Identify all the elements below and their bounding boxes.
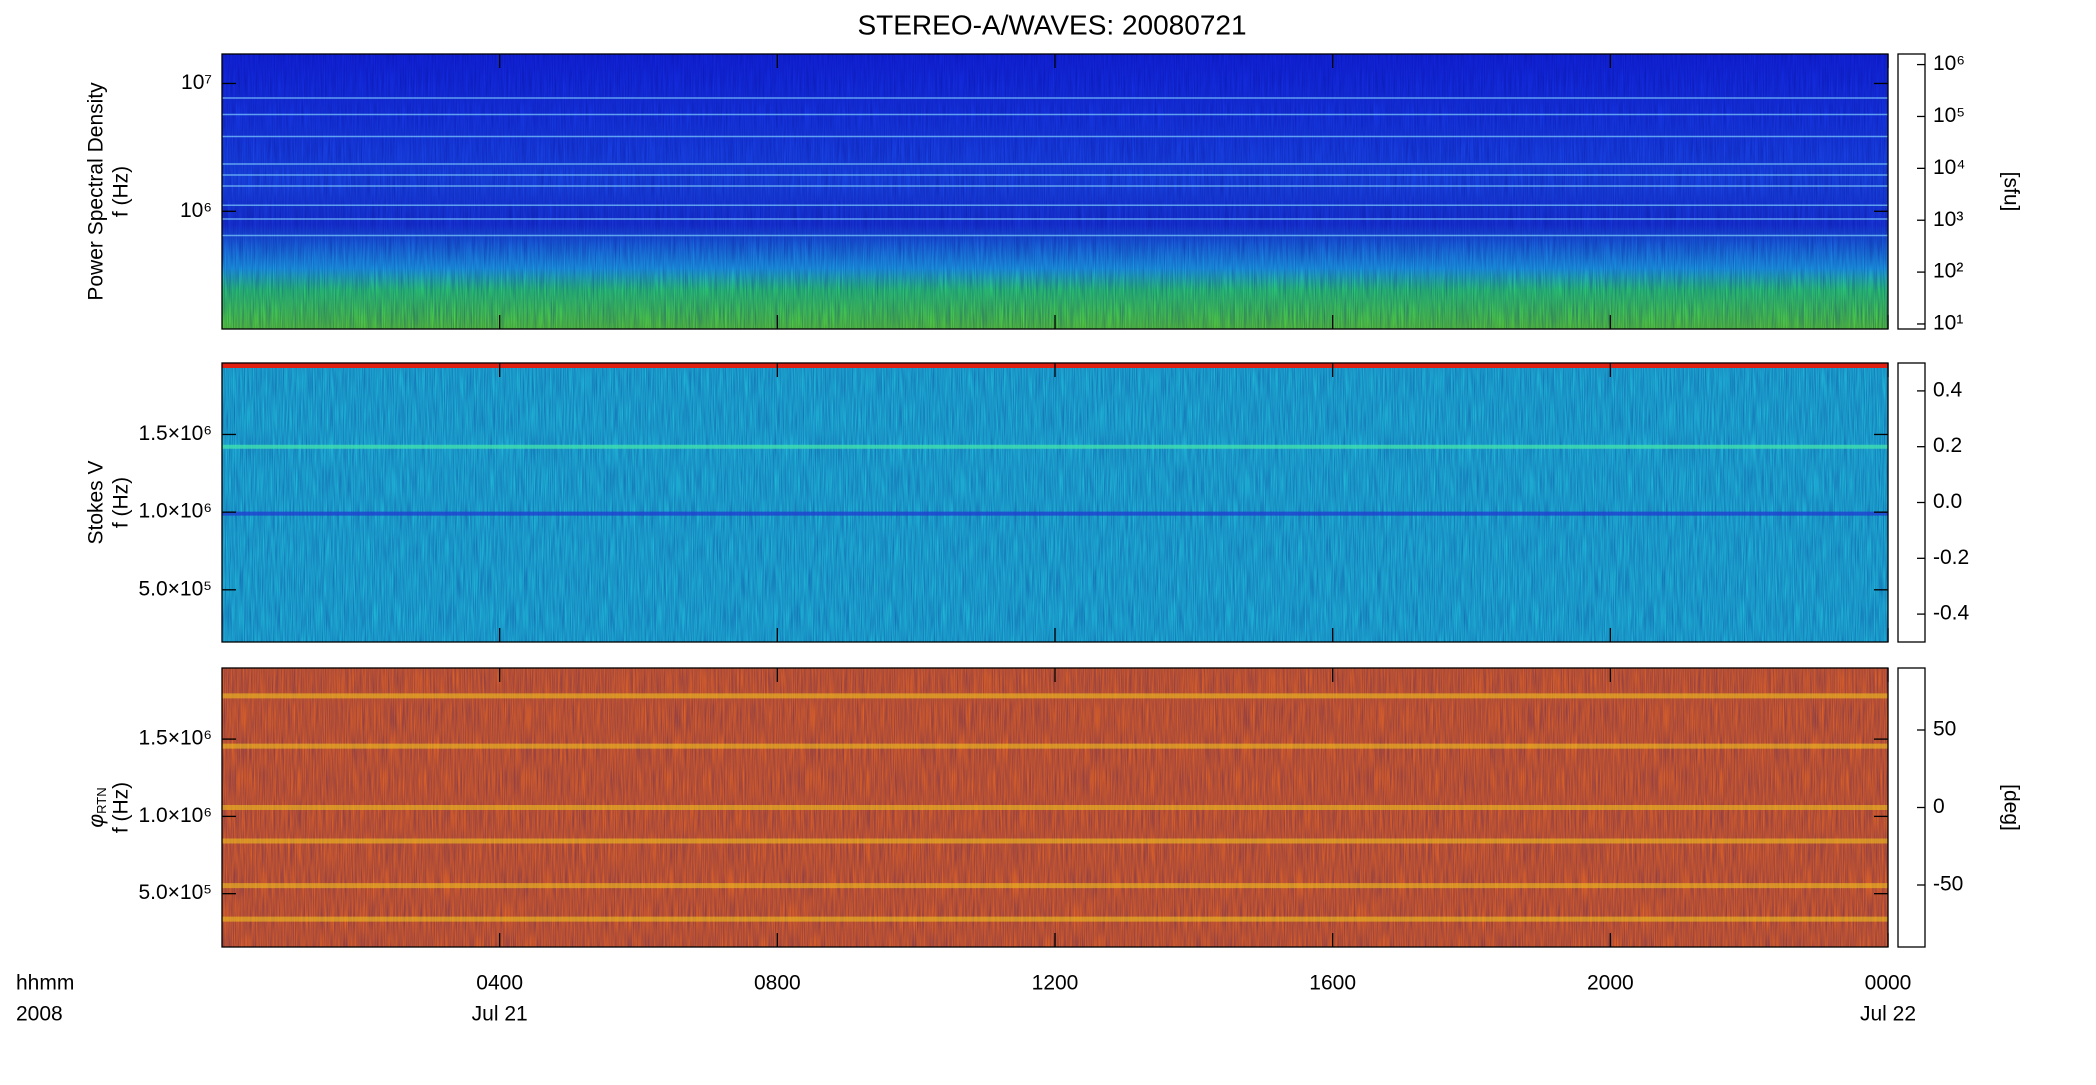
colorbar-tick-label: 10³	[1933, 208, 1963, 231]
colorbar-tick-label: 0.4	[1933, 378, 1963, 401]
colorbar-tick-label: -0.4	[1933, 602, 1970, 625]
x-tick-label: 0000	[1865, 972, 1912, 995]
colorbar-tick-label: 0.0	[1933, 490, 1962, 513]
y-axis-label: Power Spectral Density	[85, 82, 108, 301]
x-axis-label: hhmm	[16, 972, 74, 995]
y-tick-label: 1.5×10⁶	[139, 727, 212, 750]
y-axis-label-subscript: RTN	[94, 787, 109, 813]
y-tick-label: 1.0×10⁶	[139, 500, 212, 523]
y-axis-label: φRTN	[85, 787, 110, 827]
x-date-label: Jul 21	[472, 1003, 528, 1026]
spectrogram-texture	[222, 54, 1888, 329]
colorbar-tick-label: 0	[1933, 795, 1945, 818]
colorbar-tick-label: 50	[1933, 718, 1956, 741]
y-tick-label: 1.0×10⁶	[139, 804, 212, 827]
y-axis-label: Stokes V	[85, 460, 108, 544]
y-axis-label-symbol: φ	[85, 814, 108, 828]
y-axis-label: f (Hz)	[110, 166, 133, 217]
x-tick-label: 1200	[1032, 972, 1079, 995]
x-tick-label: 2000	[1587, 972, 1634, 995]
colorbar	[1897, 53, 1926, 330]
y-tick-label: 10⁷	[181, 71, 212, 94]
colorbar-tick-label: 0.2	[1933, 434, 1962, 457]
x-tick-label: 0800	[754, 972, 801, 995]
y-tick-label: 5.0×10⁵	[138, 577, 212, 600]
x-tick-label: 0400	[476, 972, 523, 995]
colorbar-label: [deg]	[1999, 784, 2022, 831]
x-date-label: Jul 22	[1860, 1003, 1916, 1026]
colorbar-tick-label: -50	[1933, 873, 1963, 896]
colorbar-tick-label: 10¹	[1933, 312, 1963, 335]
y-tick-label: 10⁶	[180, 199, 212, 222]
x-tick-label: 1600	[1309, 972, 1356, 995]
y-tick-label: 5.0×10⁵	[138, 881, 212, 904]
colorbar-tick-label: 10⁴	[1933, 156, 1965, 179]
spectrogram-texture	[222, 363, 1888, 642]
y-axis-label: f (Hz)	[110, 782, 133, 833]
x-year-label: 2008	[16, 1003, 63, 1026]
chart-title: STEREO-A/WAVES: 20080721	[857, 9, 1246, 40]
colorbar-tick-label: 10⁵	[1933, 104, 1965, 127]
y-tick-label: 1.5×10⁶	[139, 422, 212, 445]
colorbar-tick-label: 10²	[1933, 260, 1963, 283]
y-axis-label: f (Hz)	[110, 477, 133, 528]
colorbar-label: [sfu]	[1999, 172, 2022, 212]
colorbar-tick-label: -0.2	[1933, 546, 1969, 569]
colorbar-tick-label: 10⁶	[1933, 52, 1965, 75]
